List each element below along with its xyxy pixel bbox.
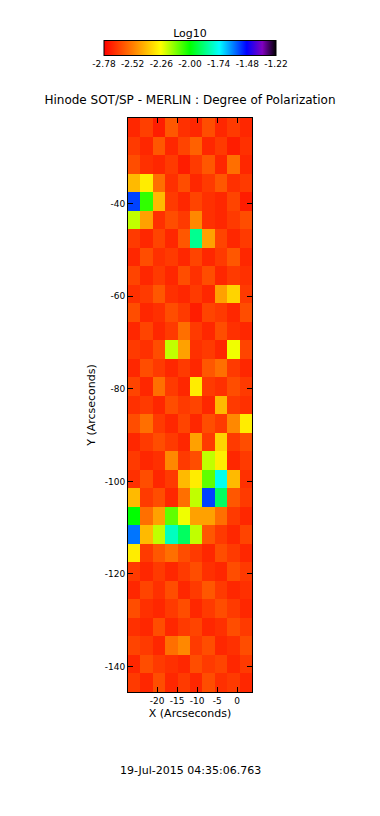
svg-text:-100: -100 — [105, 477, 126, 487]
svg-text:0: 0 — [234, 696, 240, 706]
svg-text:Log10: Log10 — [173, 27, 207, 40]
svg-text:-1.48: -1.48 — [236, 59, 260, 69]
svg-text:Hinode SOT/SP - MERLIN : Degre: Hinode SOT/SP - MERLIN : Degree of Polar… — [44, 93, 335, 107]
svg-text:-2.26: -2.26 — [150, 59, 174, 69]
svg-text:-15: -15 — [170, 696, 185, 706]
svg-text:-10: -10 — [190, 696, 205, 706]
svg-text:-140: -140 — [105, 662, 126, 672]
svg-text:-1.22: -1.22 — [264, 59, 287, 69]
svg-text:-5: -5 — [213, 696, 222, 706]
svg-text:-60: -60 — [110, 291, 125, 301]
svg-text:-120: -120 — [105, 569, 126, 579]
svg-text:-2.78: -2.78 — [92, 59, 116, 69]
svg-text:X (Arcseconds): X (Arcseconds) — [149, 707, 231, 720]
svg-text:-2.52: -2.52 — [121, 59, 144, 69]
svg-text:19-Jul-2015 04:35:06.763: 19-Jul-2015 04:35:06.763 — [120, 764, 261, 777]
svg-text:Y (Arcseconds): Y (Arcseconds) — [85, 364, 98, 447]
svg-text:-2.00: -2.00 — [178, 59, 202, 69]
svg-text:-20: -20 — [150, 696, 165, 706]
svg-text:-1.74: -1.74 — [207, 59, 231, 69]
svg-text:-80: -80 — [110, 384, 125, 394]
svg-text:-40: -40 — [110, 199, 125, 209]
